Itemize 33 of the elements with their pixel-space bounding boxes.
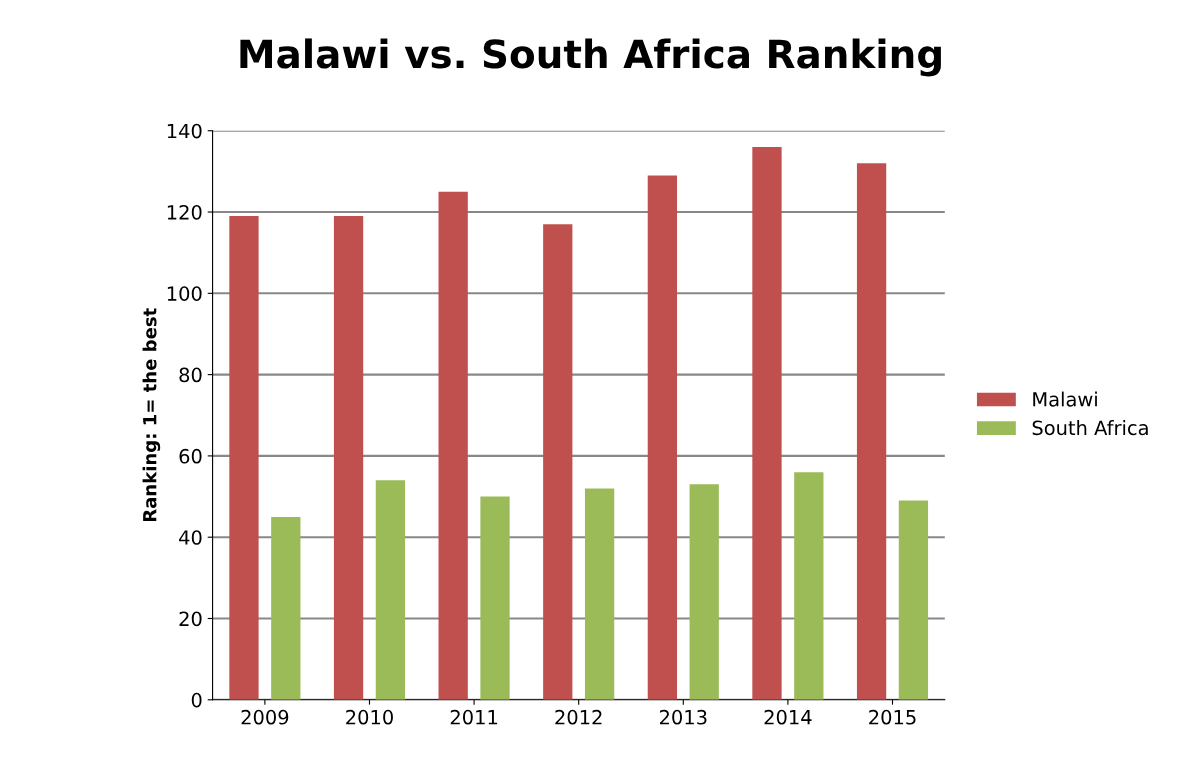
x-tick-label: 2011 (450, 709, 498, 725)
y-tick-label: 60 (179, 448, 202, 464)
x-tick-label: 2009 (241, 709, 289, 725)
bar (689, 484, 719, 700)
bar (898, 500, 929, 700)
bar (647, 175, 678, 700)
x-tick-label: 2014 (764, 709, 812, 725)
x-tick-label: 2015 (869, 709, 916, 725)
legend-label: South Africa (1032, 420, 1148, 436)
legend-label: Malawi (1033, 391, 1097, 407)
y-tick-label: 100 (167, 286, 202, 301)
bar (438, 191, 468, 700)
y-tick-label: 80 (179, 367, 202, 383)
bar (375, 480, 406, 700)
bar (752, 146, 782, 700)
y-tick-label: 0 (191, 692, 202, 708)
bar (543, 224, 573, 700)
bar (271, 516, 301, 700)
x-tick-label: 2013 (659, 709, 707, 725)
y-tick-label: 20 (179, 611, 202, 627)
chart-title: Malawi vs. South Africa Ranking (240, 38, 941, 77)
x-tick-label: 2012 (555, 709, 602, 725)
bar (856, 163, 887, 700)
y-tick-label: 40 (179, 530, 202, 545)
x-tick-label: 2010 (346, 709, 393, 725)
bar (229, 216, 259, 700)
bar (480, 496, 510, 700)
y-axis-title: Ranking: 1= the best (142, 308, 161, 522)
y-tick-label: 140 (167, 123, 202, 139)
bar (584, 488, 615, 700)
y-tick-label: 120 (167, 204, 202, 220)
bar (794, 472, 824, 700)
bar (333, 216, 364, 700)
